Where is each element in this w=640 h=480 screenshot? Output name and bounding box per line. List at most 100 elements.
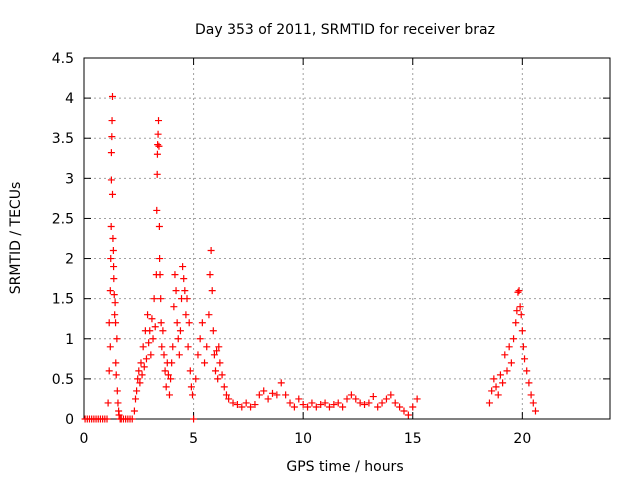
data-point: [181, 287, 189, 295]
x-axis-label: GPS time / hours: [286, 459, 403, 475]
data-point: [523, 367, 531, 375]
data-point: [105, 367, 113, 375]
data-point: [139, 343, 147, 351]
data-point: [260, 387, 268, 395]
data-point: [264, 395, 272, 403]
data-point: [225, 395, 233, 403]
data-point: [507, 359, 515, 367]
data-point: [142, 355, 150, 363]
data-points: [81, 93, 539, 423]
data-point: [135, 367, 143, 375]
data-point: [169, 343, 177, 351]
data-point: [334, 399, 342, 407]
data-point: [188, 391, 196, 399]
data-point: [107, 255, 115, 263]
data-point: [413, 395, 421, 403]
y-tick-label: 4.5: [52, 51, 74, 67]
data-point: [213, 347, 221, 355]
data-point: [519, 343, 527, 351]
data-point: [171, 271, 179, 279]
data-point: [162, 383, 170, 391]
data-point: [180, 275, 188, 283]
data-point: [165, 391, 173, 399]
data-point: [343, 395, 351, 403]
y-tick-label: 1.5: [52, 292, 74, 308]
data-point: [145, 339, 153, 347]
data-point: [295, 395, 303, 403]
data-point: [220, 383, 228, 391]
data-point: [496, 371, 504, 379]
data-point: [207, 247, 215, 255]
x-tick-label: 10: [294, 431, 312, 447]
data-point: [187, 383, 195, 391]
data-point: [153, 170, 161, 178]
data-point: [130, 407, 138, 415]
x-tick-label: 5: [189, 431, 198, 447]
data-point: [378, 399, 386, 407]
data-point: [170, 303, 178, 311]
data-point: [409, 403, 417, 411]
data-point: [157, 319, 165, 327]
data-point: [128, 415, 136, 423]
data-point: [106, 287, 114, 295]
data-point: [518, 327, 526, 335]
data-point: [512, 319, 520, 327]
data-point: [494, 391, 502, 399]
data-point: [304, 403, 312, 411]
data-point: [317, 401, 325, 409]
data-point: [159, 327, 167, 335]
data-point: [106, 343, 114, 351]
data-point: [208, 287, 216, 295]
y-axis-label: SRMTID / TECUs: [8, 182, 24, 295]
data-point: [115, 411, 123, 419]
data-point: [242, 399, 250, 407]
data-point: [325, 403, 333, 411]
grid: [84, 58, 610, 419]
data-point: [515, 287, 523, 295]
data-point: [192, 375, 200, 383]
data-point: [499, 379, 507, 387]
data-point: [198, 319, 206, 327]
data-point: [153, 206, 161, 214]
data-point: [382, 395, 390, 403]
data-point: [501, 351, 509, 359]
data-point: [111, 311, 119, 319]
data-point: [154, 141, 162, 149]
data-point: [107, 222, 115, 230]
data-point: [175, 351, 183, 359]
data-point: [214, 375, 222, 383]
data-point: [277, 379, 285, 387]
data-point: [108, 93, 116, 101]
plot-frame: [83, 57, 611, 420]
data-point: [404, 411, 412, 419]
data-point: [365, 399, 373, 407]
data-point: [146, 327, 154, 335]
data-point: [330, 401, 338, 409]
data-point: [212, 367, 219, 375]
data-point: [155, 222, 163, 230]
data-point: [104, 399, 112, 407]
data-point: [247, 403, 255, 411]
data-point: [109, 235, 117, 242]
data-point: [387, 391, 395, 399]
data-point: [154, 130, 162, 138]
data-point: [108, 117, 116, 125]
data-point: [109, 247, 117, 255]
data-point: [206, 271, 214, 279]
data-point: [184, 343, 192, 351]
data-point: [155, 117, 163, 125]
data-point: [107, 149, 115, 157]
data-point: [268, 389, 276, 397]
data-point: [510, 335, 518, 343]
data-point: [196, 335, 204, 343]
y-tick-label: 3: [65, 171, 74, 187]
data-point: [218, 371, 226, 379]
data-point: [167, 375, 175, 383]
y-tick-label: 2: [65, 252, 74, 268]
data-point: [339, 403, 347, 411]
data-point: [347, 391, 355, 399]
data-point: [361, 401, 369, 409]
data-point: [112, 371, 120, 379]
data-point: [137, 359, 145, 367]
data-point: [369, 393, 377, 401]
